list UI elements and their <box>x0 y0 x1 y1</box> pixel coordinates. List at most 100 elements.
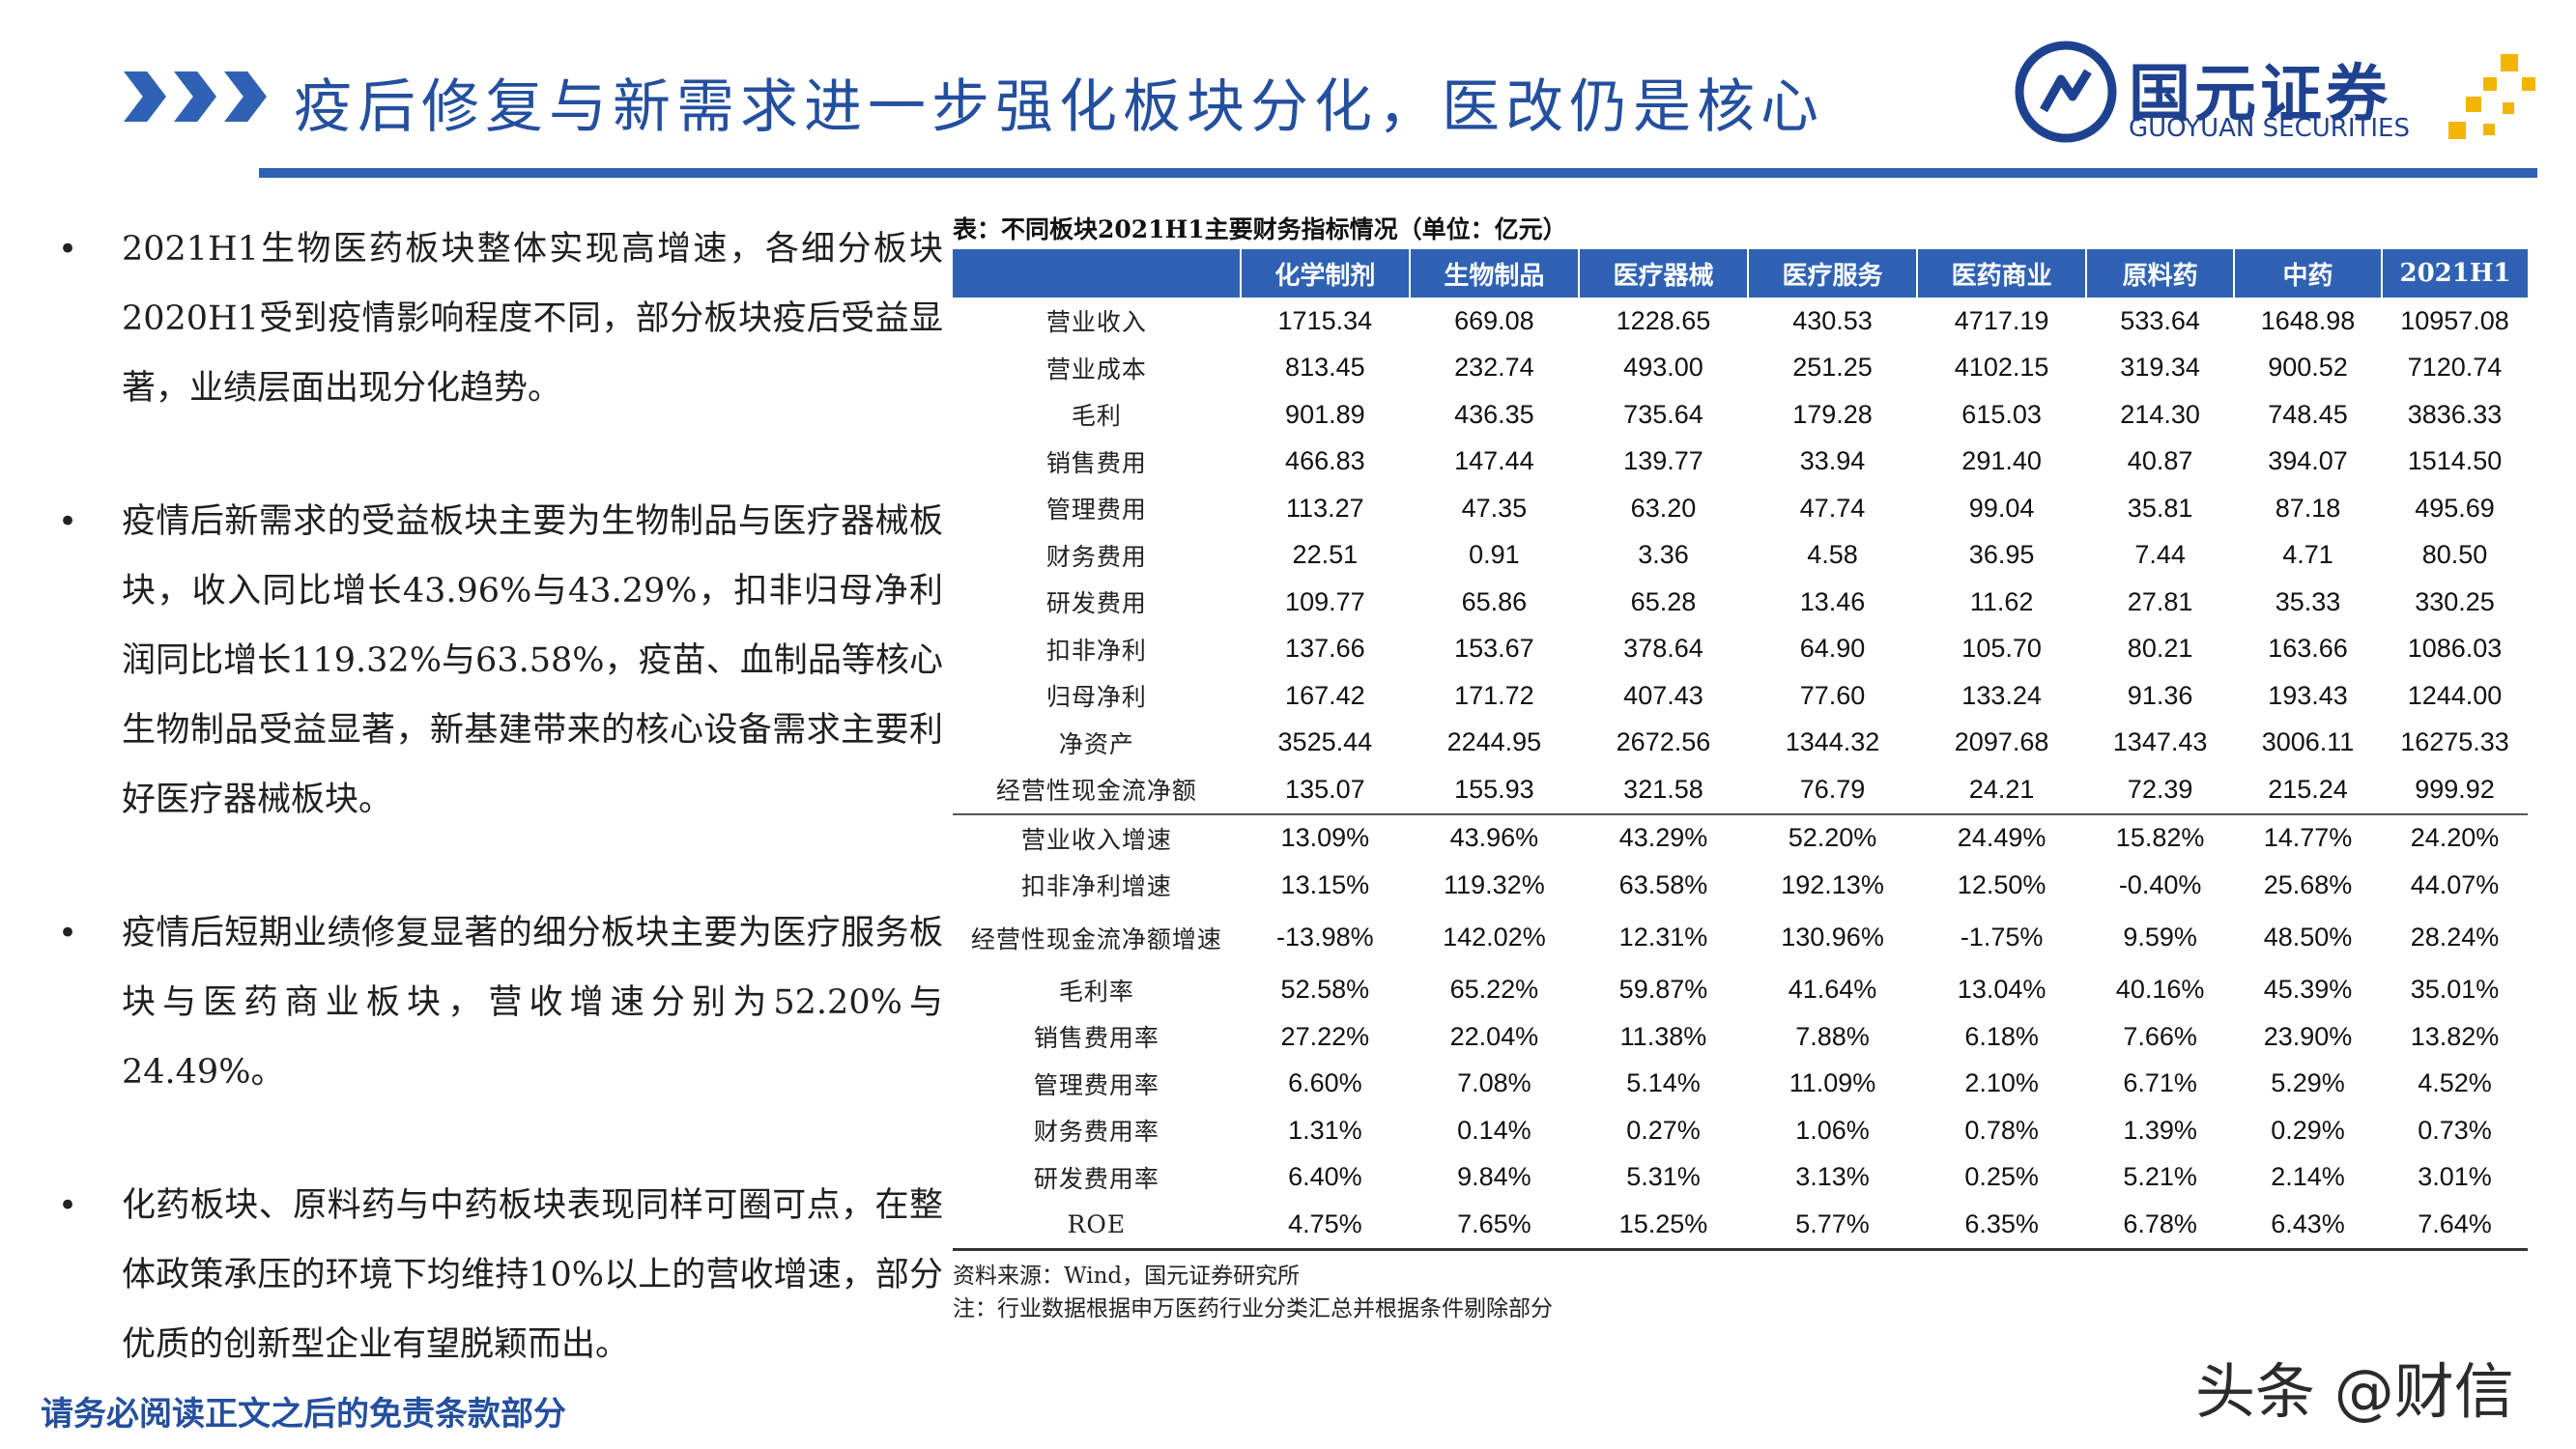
table-cell: 33.94 <box>1799 446 1866 476</box>
table-cell: 35.33 <box>2275 586 2341 616</box>
row-label: 营业成本 <box>1045 355 1147 384</box>
table-row: 扣非净利增速 13.15% 119.32% 63.58% 192.13% 12.50% -0… <box>953 862 2528 909</box>
table-cell: 24.21 <box>1968 774 2035 804</box>
table-cell: 6.43% <box>2234 1201 2382 1251</box>
table-cell: 1.06% <box>1795 1115 1870 1145</box>
table-cell: 3.36 <box>1638 540 1689 570</box>
table-cell: 4.75% <box>1240 1201 1410 1251</box>
table-cell: 4717.19 <box>1954 305 2049 335</box>
table-cell: 2097.68 <box>1954 727 2049 757</box>
bullet-text: 2021H1生物医药板块整体实现高增速，各细分板块2020H1受到疫情影响程度不… <box>122 230 943 408</box>
table-cell: 24.20% <box>2382 812 2528 862</box>
table-cell: 153.67 <box>1454 634 1534 664</box>
table-cell: 4.58 <box>1807 540 1858 570</box>
row-label: 财务费用率 <box>1033 1118 1159 1147</box>
table-cell: 27.22% <box>1280 1021 1370 1051</box>
table-cell: 48.50% <box>2263 923 2353 952</box>
bullet-list: • 2021H1生物医药板块整体实现高增速，各细分板块2020H1受到疫情影响程… <box>54 214 943 1443</box>
table-cell: 7.88% <box>1795 1021 1870 1051</box>
table-cell: 1347.43 <box>2112 727 2208 757</box>
table-row: 扣非净利 137.66 153.67 378.64 64.90 105.70 80.21 16… <box>953 626 2528 673</box>
table-cell: -0.40% <box>2118 869 2202 899</box>
table-cell: 1715.34 <box>1277 305 1373 335</box>
table-cell: 192.13% <box>1781 869 1884 899</box>
table-cell: 24.49% <box>1917 812 2087 862</box>
table-cell: 35.01% <box>2410 975 2500 1005</box>
table-cell: 0.14% <box>1457 1115 1531 1145</box>
table-cell: 6.18% <box>1964 1021 2039 1051</box>
table-cell: 155.93 <box>1454 774 1534 804</box>
column-header: 2021H1 <box>2382 249 2528 298</box>
table-cell: 7120.74 <box>2407 353 2503 383</box>
table-cell: 12.31% <box>1618 923 1708 952</box>
row-label: 毛利 <box>1071 402 1122 431</box>
bullet-dot-icon: • <box>58 1186 78 1225</box>
row-label: ROE <box>953 1201 1241 1251</box>
table-cell: 615.03 <box>1961 399 2042 429</box>
table-cell: 23.90% <box>2263 1021 2353 1051</box>
table-cell: 2.14% <box>2271 1162 2345 1192</box>
table-cell: 3.13% <box>1795 1162 1870 1192</box>
row-label: 净资产 <box>1058 729 1134 758</box>
table-cell: 6.60% <box>1288 1068 1362 1098</box>
table-cell: 171.72 <box>1454 680 1534 710</box>
table-cell: 3525.44 <box>1277 727 1373 757</box>
bullet-text: 疫情后短期业绩修复显著的细分板块主要为医疗服务板块与医药商业板块，营收增速分别为… <box>122 914 943 1092</box>
table-cell: 999.92 <box>2415 774 2495 804</box>
table-cell: 291.40 <box>1961 446 2042 476</box>
table-cell: 22.51 <box>1292 540 1359 570</box>
table-cell: 2.10% <box>1964 1068 2039 1098</box>
bullet-dot-icon: • <box>58 914 78 952</box>
table-cell: 7.65% <box>1409 1201 1579 1251</box>
bullet-dot-icon: • <box>58 502 78 541</box>
table-cell: 9.59% <box>2123 923 2197 952</box>
table-cell: 7.64% <box>2382 1201 2528 1251</box>
table-row: 经营性现金流净额 135.07 155.93 321.58 76.79 24.21 72.3… <box>953 766 2528 814</box>
table-cell: 63.20 <box>1630 493 1697 523</box>
row-label: 扣非净利 <box>1045 636 1147 665</box>
table-row: 营业收入 1715.34 669.08 1228.65 430.53 4717.19 533… <box>953 298 2528 345</box>
table-cell: 5.14% <box>1626 1068 1701 1098</box>
table-cell: 6.78% <box>2086 1201 2235 1251</box>
table-cell: 13.09% <box>1240 812 1410 862</box>
table-cell: 91.36 <box>2127 680 2193 710</box>
table-cell: 9.84% <box>1457 1162 1531 1192</box>
table-cell: 76.79 <box>1799 774 1866 804</box>
table-cell: 65.28 <box>1630 586 1697 616</box>
guoyuan-emblem-icon <box>2015 41 2117 143</box>
table-cell: 1648.98 <box>2260 305 2356 335</box>
table-cell: 1514.50 <box>2407 446 2503 476</box>
table-cell: 179.28 <box>1792 399 1873 429</box>
table-cell: 59.87% <box>1618 975 1708 1005</box>
table-body: 营业收入 1715.34 669.08 1228.65 430.53 4717.19 533… <box>953 298 2528 1251</box>
table-cell: 7.66% <box>2123 1021 2197 1051</box>
table-cell: 900.52 <box>2268 353 2348 383</box>
table-cell: 2672.56 <box>1616 727 1711 757</box>
table-cell: 43.29% <box>1578 812 1748 862</box>
table-cell: 13.82% <box>2410 1021 2500 1051</box>
table-cell: 901.89 <box>1285 399 1365 429</box>
table-cell: 41.64% <box>1788 975 1877 1005</box>
table-cell: 7.08% <box>1457 1068 1531 1098</box>
bullet-item: • 化药板块、原料药与中药板块表现同样可圈可点，在整体政策承压的环境下均维持10… <box>54 1171 943 1379</box>
table-cell: 13.46 <box>1799 586 1866 616</box>
table-cell: 22.04% <box>1449 1021 1539 1051</box>
table-row: 营业收入增速 13.09% 43.96% 43.29% 52.20% 24.49% 15.8… <box>953 812 2528 862</box>
table-cell: 113.27 <box>1286 493 1364 523</box>
bullet-item: • 疫情后新需求的受益板块主要为生物制品与医疗器械板块，收入同比增长43.96%… <box>54 487 943 835</box>
company-logo: 国元证券 GUOYUAN SECURITIES <box>2015 41 2541 147</box>
logo-name-cn: 国元证券 <box>2129 59 2391 130</box>
table-cell: 493.00 <box>1623 353 1703 383</box>
table-cell: 12.50% <box>1957 869 2046 899</box>
source-line: 资料来源：Wind，国元证券研究所 <box>953 1264 1301 1289</box>
column-header: 原料药 <box>2086 249 2236 298</box>
table-cell: 35.81 <box>2127 493 2193 523</box>
table-row: 管理费用 113.27 47.35 63.20 47.74 99.04 35.81 87.18… <box>953 485 2528 532</box>
table-cell: 139.77 <box>1623 446 1703 476</box>
table-cell: 215.24 <box>2268 774 2348 804</box>
table-cell: 7.44 <box>2134 540 2186 570</box>
table-cell: 6.35% <box>1917 1201 2087 1251</box>
table-cell: 16275.33 <box>2400 727 2509 757</box>
table-cell: 5.21% <box>2123 1162 2197 1192</box>
table-cell: 119.32% <box>1444 869 1545 899</box>
